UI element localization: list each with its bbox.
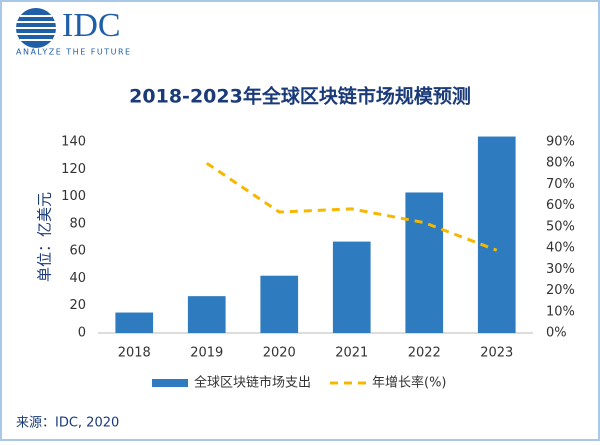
x-tick-label: 2022 — [408, 346, 441, 361]
y2-tick-label: 40% — [546, 241, 575, 256]
y-tick-label: 100 — [61, 189, 86, 204]
line — [205, 161, 498, 252]
legend-swatch — [152, 379, 188, 387]
y2-tick-label: 90% — [546, 135, 575, 150]
y2-tick-label: 0% — [546, 326, 567, 341]
x-tick-label: 2021 — [335, 346, 368, 361]
logo-tagline: ANALYZE THE FUTURE — [16, 48, 132, 57]
logo-text: IDC — [62, 7, 121, 44]
x-tick-label: 2020 — [263, 346, 296, 361]
legend-label: 全球区块链市场支出 — [194, 375, 311, 391]
y-tick-label: 40 — [69, 271, 86, 286]
y2-tick-label: 30% — [546, 262, 575, 277]
y2-tick-label: 20% — [546, 283, 575, 298]
y2-tick-label: 70% — [546, 177, 575, 192]
y2-tick-label: 10% — [546, 304, 575, 319]
y-tick-label: 80 — [69, 216, 86, 231]
bar — [405, 192, 444, 333]
bar — [187, 296, 226, 333]
legend-label: 年增长率(%) — [372, 375, 447, 391]
bar — [477, 136, 516, 333]
source-note: 来源：IDC, 2020 — [16, 416, 119, 431]
y2-tick-label: 50% — [546, 219, 575, 234]
y2-tick-label: 60% — [546, 198, 575, 213]
logo-globe — [16, 8, 56, 48]
x-tick-label: 2018 — [118, 346, 151, 361]
bar — [260, 275, 299, 333]
y-tick-label: 0 — [78, 326, 86, 341]
y-tick-label: 20 — [69, 298, 86, 313]
y-tick-label: 60 — [69, 244, 86, 259]
x-tick-label: 2019 — [190, 346, 223, 361]
chart-title: 2018-2023年全球区块链市场规模预测 — [129, 85, 471, 108]
y-tick-label: 140 — [61, 135, 86, 150]
y2-tick-label: 80% — [546, 156, 575, 171]
x-tick-label: 2023 — [480, 346, 513, 361]
y-tick-label: 120 — [61, 162, 86, 177]
bar — [332, 241, 371, 333]
bar — [115, 312, 154, 333]
y-axis-label: 单位：亿美元 — [36, 192, 54, 282]
